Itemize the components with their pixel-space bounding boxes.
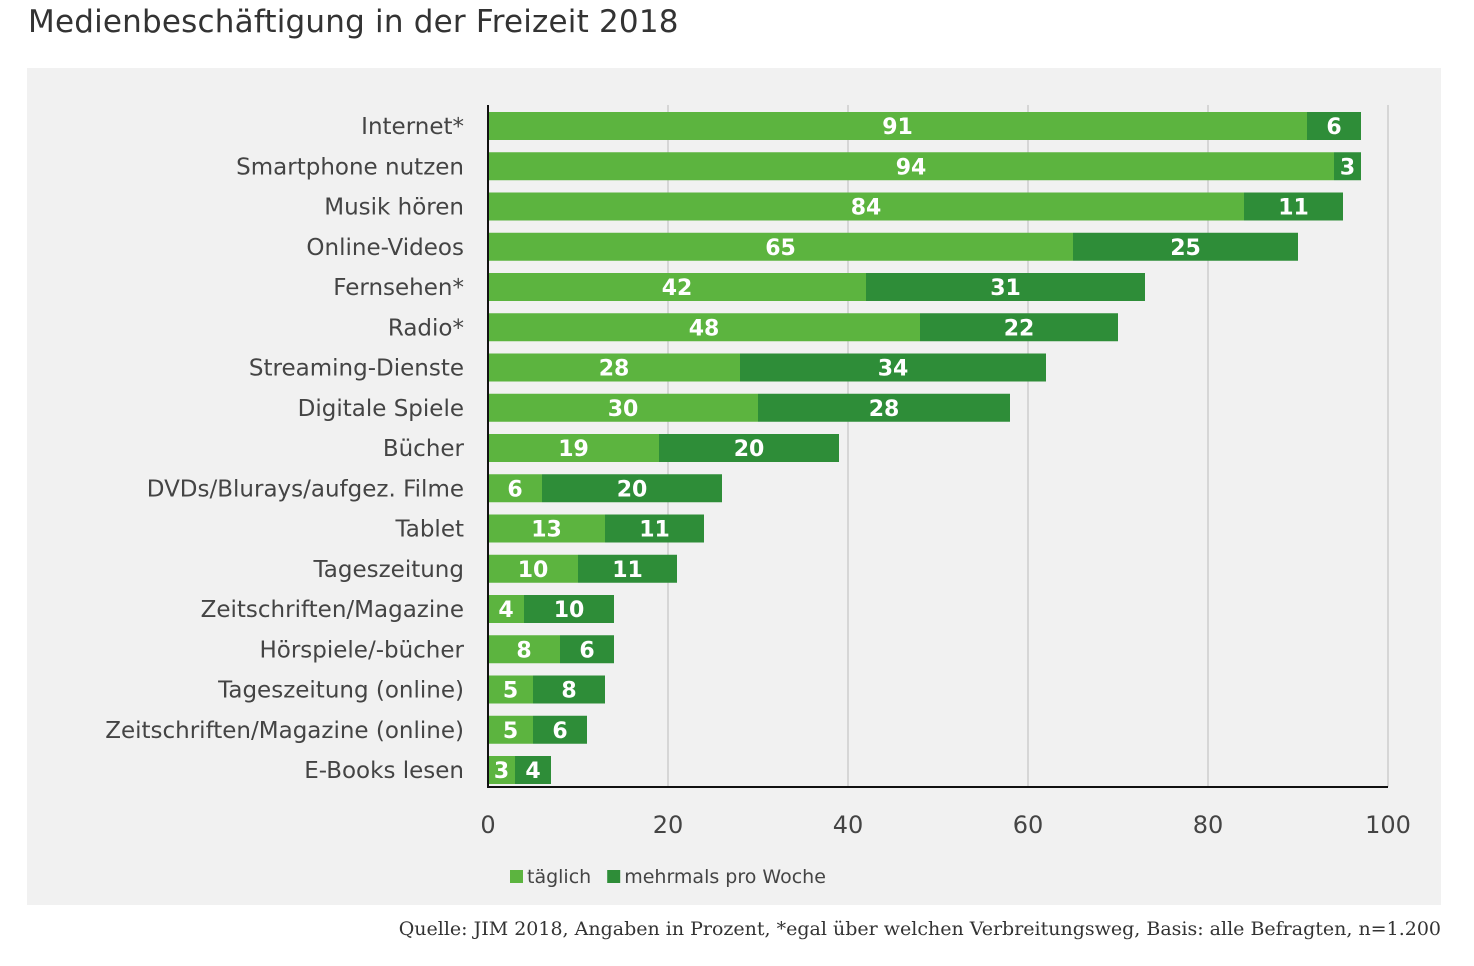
data-label: 25 [1170, 236, 1201, 261]
data-label: 8 [561, 679, 576, 704]
data-label: 48 [689, 316, 720, 341]
data-label: 11 [639, 518, 670, 543]
category-label: Tageszeitung (online) [217, 678, 464, 704]
data-label: 94 [896, 155, 927, 180]
data-label: 10 [518, 558, 549, 583]
x-tick-label: 0 [480, 811, 495, 839]
bar-mehrmals [515, 756, 551, 784]
bar-taeglich [488, 192, 1244, 221]
data-label: 6 [507, 477, 522, 502]
bar-mehrmals [605, 514, 704, 543]
bar-taeglich [488, 756, 515, 784]
bar-mehrmals [1334, 152, 1361, 181]
legend-swatch [510, 870, 523, 883]
bar-mehrmals [740, 353, 1046, 382]
bar-mehrmals [524, 595, 614, 623]
data-label: 28 [599, 357, 630, 382]
data-label: 13 [531, 518, 562, 543]
data-label: 5 [503, 719, 518, 744]
category-label: Tablet [395, 517, 465, 543]
bar-mehrmals [866, 273, 1145, 301]
bar-mehrmals [920, 313, 1118, 342]
bar-mehrmals [542, 474, 722, 503]
category-label: E-Books lesen [304, 758, 464, 784]
category-label: Internet* [361, 114, 464, 140]
bar-taeglich [488, 635, 560, 664]
legend-label: mehrmals pro Woche [624, 866, 826, 888]
x-tick-label: 60 [1013, 811, 1044, 839]
bar-taeglich [488, 393, 758, 422]
data-label: 11 [612, 558, 643, 583]
data-label: 28 [869, 397, 900, 422]
x-tick-label: 40 [833, 811, 864, 839]
data-label: 91 [882, 115, 913, 140]
x-tick-label: 100 [1365, 811, 1411, 839]
bar-mehrmals [578, 554, 677, 583]
bar-taeglich [488, 273, 866, 301]
category-label: Bücher [383, 436, 465, 462]
bar-taeglich [488, 232, 1073, 261]
bar-taeglich [488, 675, 533, 704]
data-label: 4 [525, 759, 540, 784]
data-label: 6 [1326, 115, 1341, 140]
source-note: Quelle: JIM 2018, Angaben in Prozent, *e… [398, 918, 1441, 940]
bar-taeglich [488, 595, 524, 623]
category-label: Musik hören [324, 195, 464, 221]
bar-mehrmals [1244, 192, 1343, 221]
category-label: Digitale Spiele [298, 396, 464, 422]
data-label: 42 [662, 276, 693, 301]
bar-taeglich [488, 353, 740, 382]
chart-title: Medienbeschäftigung in der Freizeit 2018 [28, 4, 679, 40]
data-label: 11 [1278, 196, 1309, 221]
bar-mehrmals [533, 715, 587, 744]
data-label: 3 [494, 759, 509, 784]
bar-taeglich [488, 514, 605, 543]
bar-mehrmals [659, 434, 839, 462]
bar-mehrmals [1073, 232, 1298, 261]
bar-taeglich [488, 715, 533, 744]
data-label: 34 [878, 357, 909, 382]
data-label: 31 [990, 276, 1021, 301]
bar-mehrmals [758, 393, 1010, 422]
data-label: 4 [498, 598, 513, 623]
category-label: Smartphone nutzen [236, 154, 464, 180]
data-label: 8 [516, 638, 531, 663]
category-label: Zeitschriften/Magazine (online) [105, 718, 464, 744]
data-label: 30 [608, 397, 639, 422]
category-label: Tageszeitung [313, 557, 464, 583]
category-label: Radio* [388, 315, 464, 341]
category-label: Online-Videos [306, 235, 464, 261]
data-label: 20 [617, 477, 648, 502]
category-label: Fernsehen* [333, 275, 464, 301]
bar-taeglich [488, 152, 1334, 181]
bar-mehrmals [533, 675, 605, 704]
data-label: 84 [851, 196, 882, 221]
category-label: Hörspiele/-bücher [259, 637, 464, 663]
category-label: Streaming-Dienste [249, 356, 464, 382]
bar-mehrmals [560, 635, 614, 664]
bar-taeglich [488, 434, 659, 462]
bar-taeglich [488, 112, 1307, 140]
data-label: 10 [554, 598, 585, 623]
bar-taeglich [488, 474, 542, 503]
x-tick-label: 20 [653, 811, 684, 839]
data-label: 3 [1340, 155, 1355, 180]
x-tick-label: 80 [1193, 811, 1224, 839]
data-label: 6 [579, 638, 594, 663]
data-label: 20 [734, 437, 765, 462]
legend-label: täglich [527, 866, 591, 888]
bar-taeglich [488, 313, 920, 342]
category-label: Zeitschriften/Magazine [201, 597, 464, 623]
data-label: 65 [765, 236, 796, 261]
bar-taeglich [488, 554, 578, 583]
legend-swatch [607, 870, 621, 883]
category-label: DVDs/Blurays/aufgez. Filme [147, 476, 464, 502]
data-label: 19 [558, 437, 589, 462]
data-label: 22 [1004, 316, 1035, 341]
data-label: 5 [503, 679, 518, 704]
data-label: 6 [552, 719, 567, 744]
bar-mehrmals [1307, 112, 1361, 140]
